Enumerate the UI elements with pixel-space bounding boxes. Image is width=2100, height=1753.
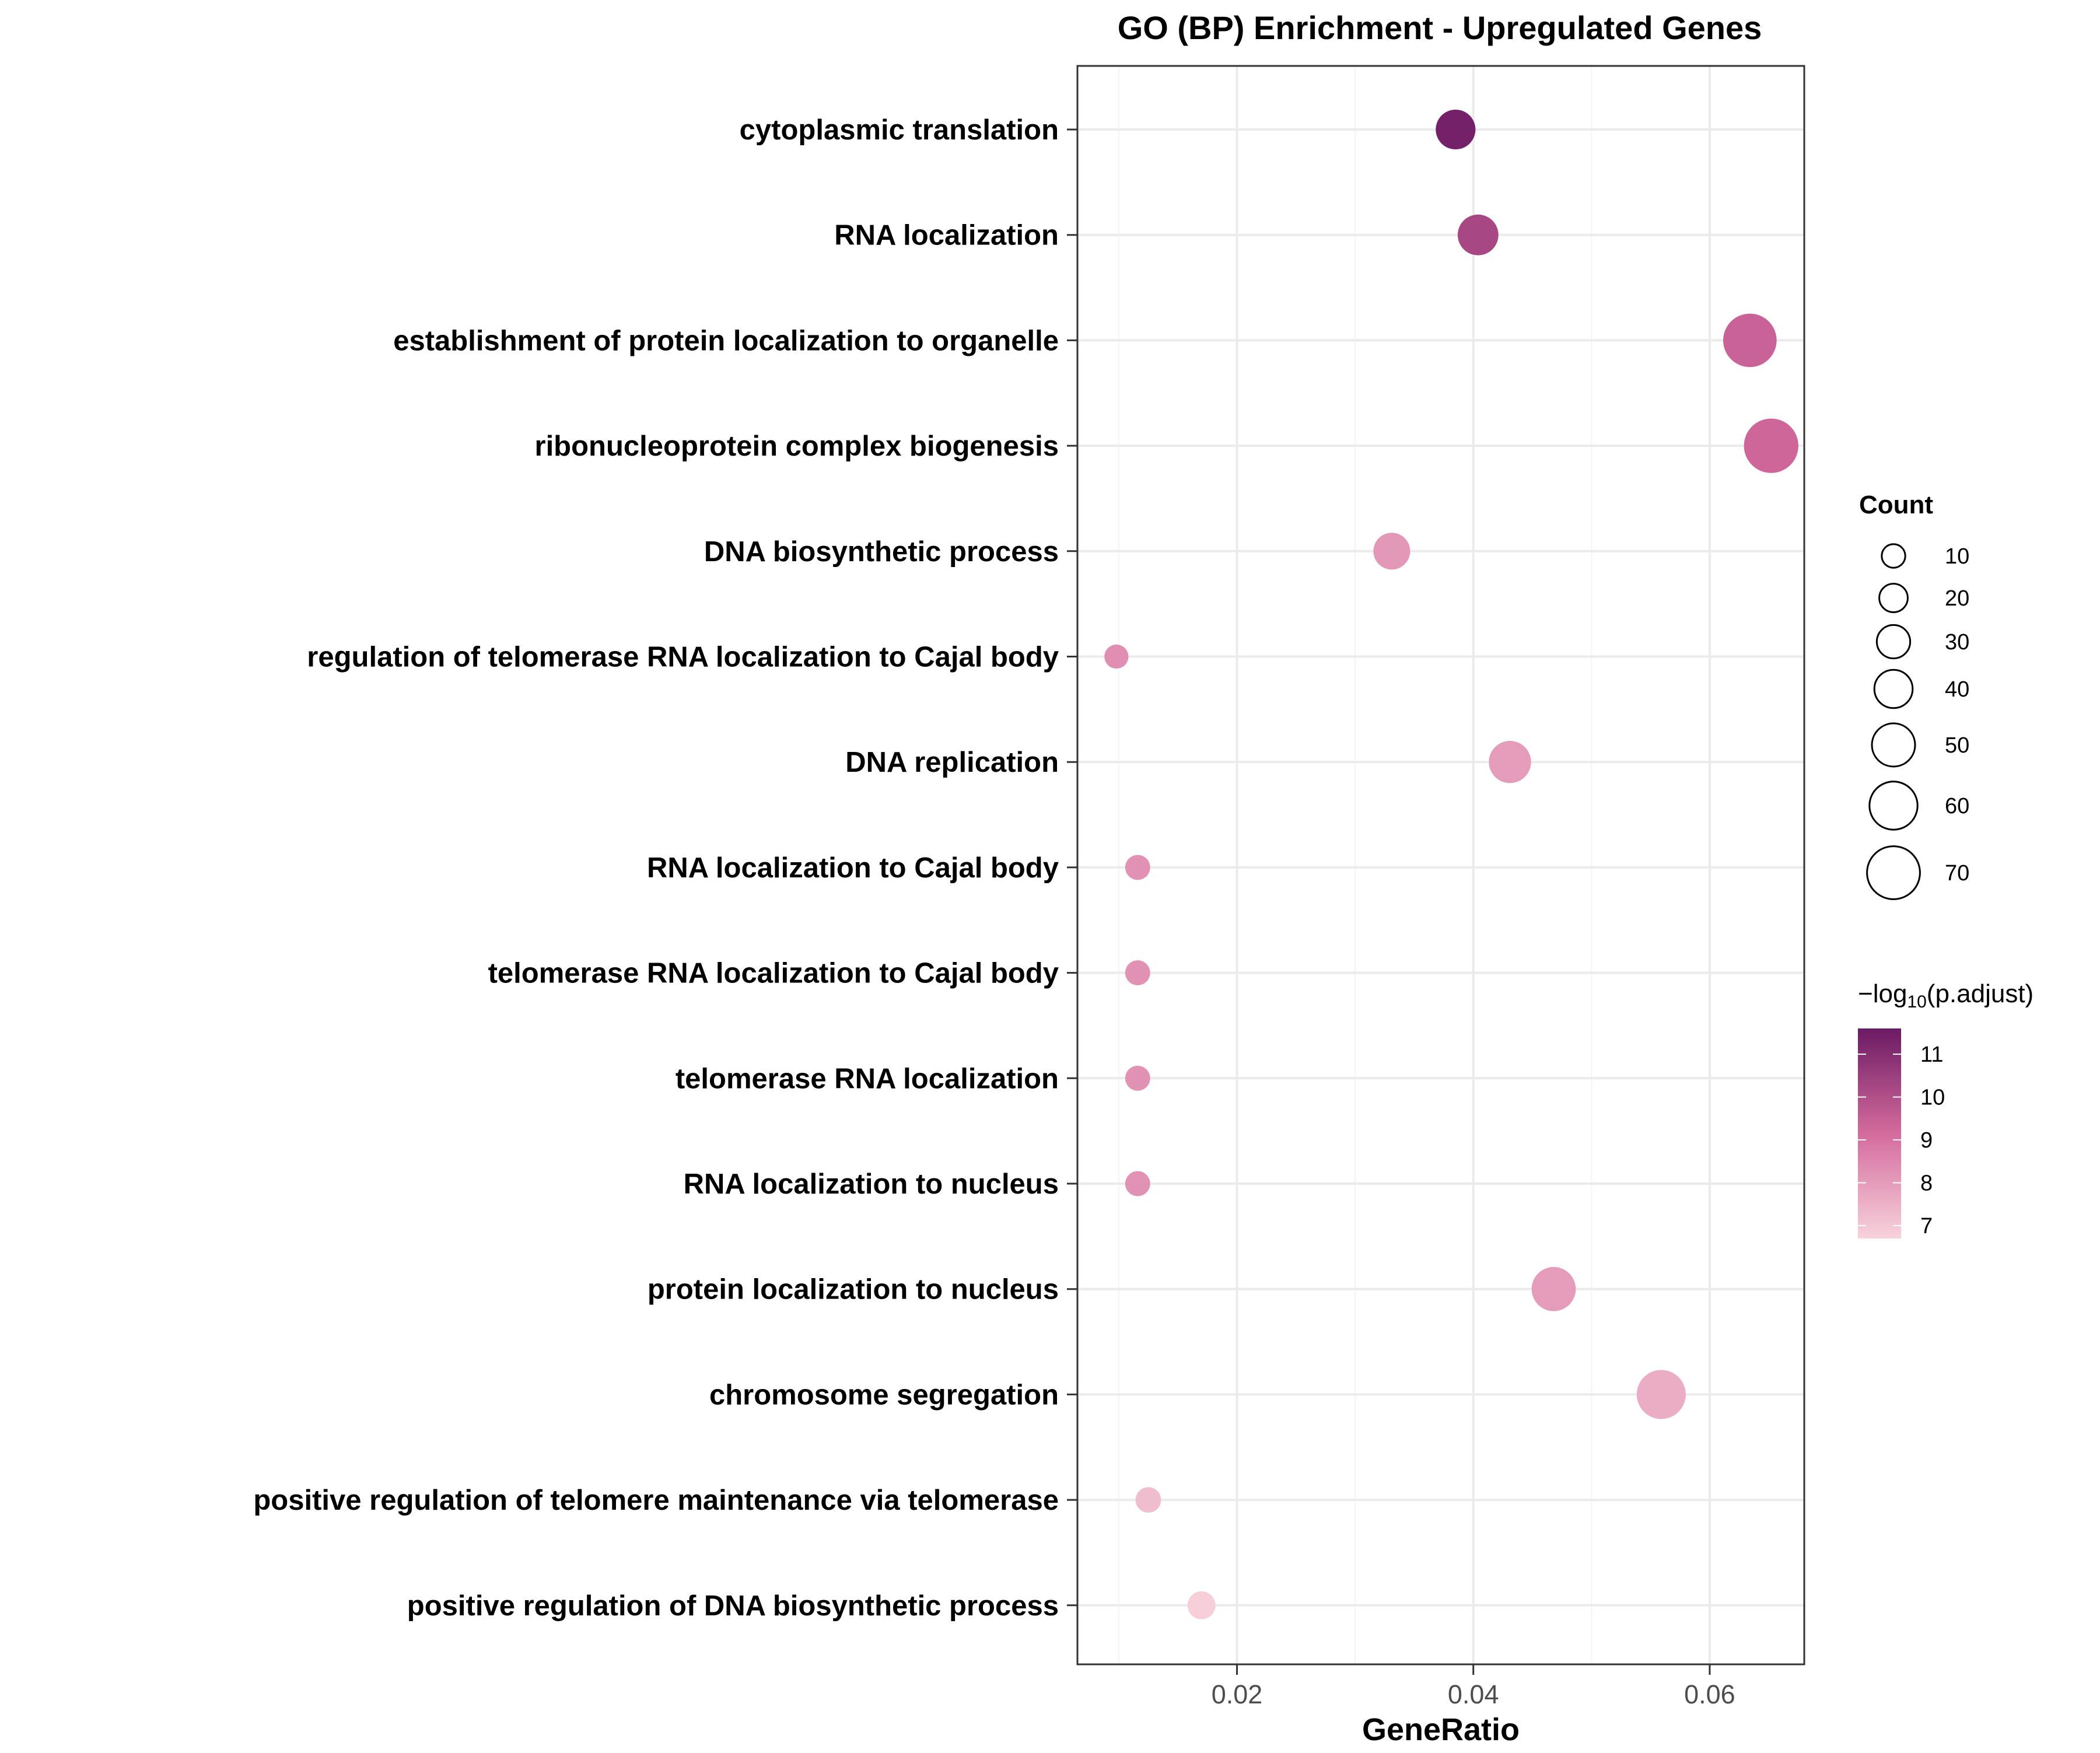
data-point — [1636, 1370, 1686, 1419]
size-legend-key — [1871, 722, 1916, 768]
x-axis-label: GeneRatio — [1362, 1712, 1520, 1747]
size-legend-title: Count — [1859, 491, 1933, 519]
size-legend-key — [1875, 624, 1912, 660]
size-legend-label: 60 — [1945, 794, 1969, 818]
data-point — [1125, 960, 1150, 986]
size-legend-key — [1873, 669, 1914, 709]
y-tick-label: DNA replication — [845, 747, 1059, 778]
colorbar-tick-label: 10 — [1920, 1086, 1945, 1110]
size-legend-label: 40 — [1945, 677, 1969, 702]
data-point — [1373, 533, 1410, 570]
data-points — [1104, 109, 1798, 1619]
size-legend-key — [1878, 583, 1909, 613]
panel-border — [1076, 65, 1805, 1665]
data-point — [1187, 1591, 1216, 1619]
color-legend-title-suffix: (p.adjust) — [1927, 979, 2034, 1008]
size-legend-key — [1868, 781, 1919, 831]
y-tick-label: protein localization to nucleus — [648, 1274, 1059, 1306]
size-legend-key — [1866, 845, 1921, 900]
data-point — [1125, 1065, 1150, 1091]
y-tick-label: ribonucleoprotein complex biogenesis — [535, 431, 1059, 462]
chart-title: GO (BP) Enrichment - Upregulated Genes — [1118, 9, 1762, 46]
y-tick-label: cytoplasmic translation — [740, 114, 1059, 146]
grid — [1077, 66, 1804, 1664]
y-tick-label: RNA localization to nucleus — [684, 1168, 1059, 1200]
y-tick-label: telomerase RNA localization — [676, 1063, 1059, 1094]
data-point — [1744, 418, 1798, 473]
y-tick-label: regulation of telomerase RNA localizatio… — [307, 642, 1059, 673]
size-legend-label: 30 — [1945, 630, 1969, 655]
y-tick-label: RNA localization to Cajal body — [647, 852, 1059, 884]
y-tick-label: RNA localization — [834, 220, 1059, 251]
size-legend: Count 10 20 30 40 50 60 70 — [1859, 491, 1969, 900]
colorbar-tick-label: 9 — [1920, 1128, 1933, 1153]
color-legend-title-subscript: 10 — [1907, 992, 1926, 1012]
size-legend-label: 10 — [1945, 544, 1969, 569]
colorbar-tick-label: 11 — [1920, 1042, 1943, 1067]
data-point — [1489, 741, 1531, 783]
x-tick-label: 0.04 — [1448, 1679, 1499, 1709]
data-point — [1457, 214, 1499, 256]
data-point — [1104, 644, 1129, 669]
y-tick-label: establishment of protein localization to… — [393, 325, 1059, 356]
colorbar-tick-label: 7 — [1920, 1214, 1933, 1238]
y-tick-label: chromosome segregation — [709, 1379, 1059, 1411]
y-tick-label: telomerase RNA localization to Cajal bod… — [488, 958, 1059, 989]
data-point — [1135, 1487, 1161, 1513]
size-legend-label: 70 — [1945, 861, 1969, 886]
size-legend-label: 50 — [1945, 733, 1969, 758]
size-legend-key — [1881, 543, 1906, 569]
y-tick-label: positive regulation of telomere maintena… — [253, 1485, 1059, 1516]
y-axis: cytoplasmic translation RNA localization e… — [253, 114, 1077, 1622]
y-tick-label: positive regulation of DNA biosynthetic … — [407, 1590, 1059, 1622]
data-point — [1125, 1171, 1150, 1196]
data-point — [1531, 1266, 1576, 1311]
y-tick-label: DNA biosynthetic process — [704, 536, 1059, 568]
data-point — [1125, 855, 1150, 880]
data-point — [1723, 313, 1777, 368]
size-legend-label: 20 — [1945, 586, 1969, 611]
x-tick-label: 0.06 — [1684, 1679, 1735, 1709]
colorbar-tick-label: 8 — [1920, 1171, 1933, 1195]
colorbar — [1858, 1028, 1901, 1238]
data-point — [1436, 109, 1476, 150]
color-legend-title: −log10(p.adjust) — [1858, 979, 2034, 1012]
x-axis: 0.02 0.04 0.06 — [1212, 1664, 1735, 1709]
color-legend-title-prefix: −log — [1858, 979, 1907, 1008]
x-tick-label: 0.02 — [1212, 1679, 1263, 1709]
